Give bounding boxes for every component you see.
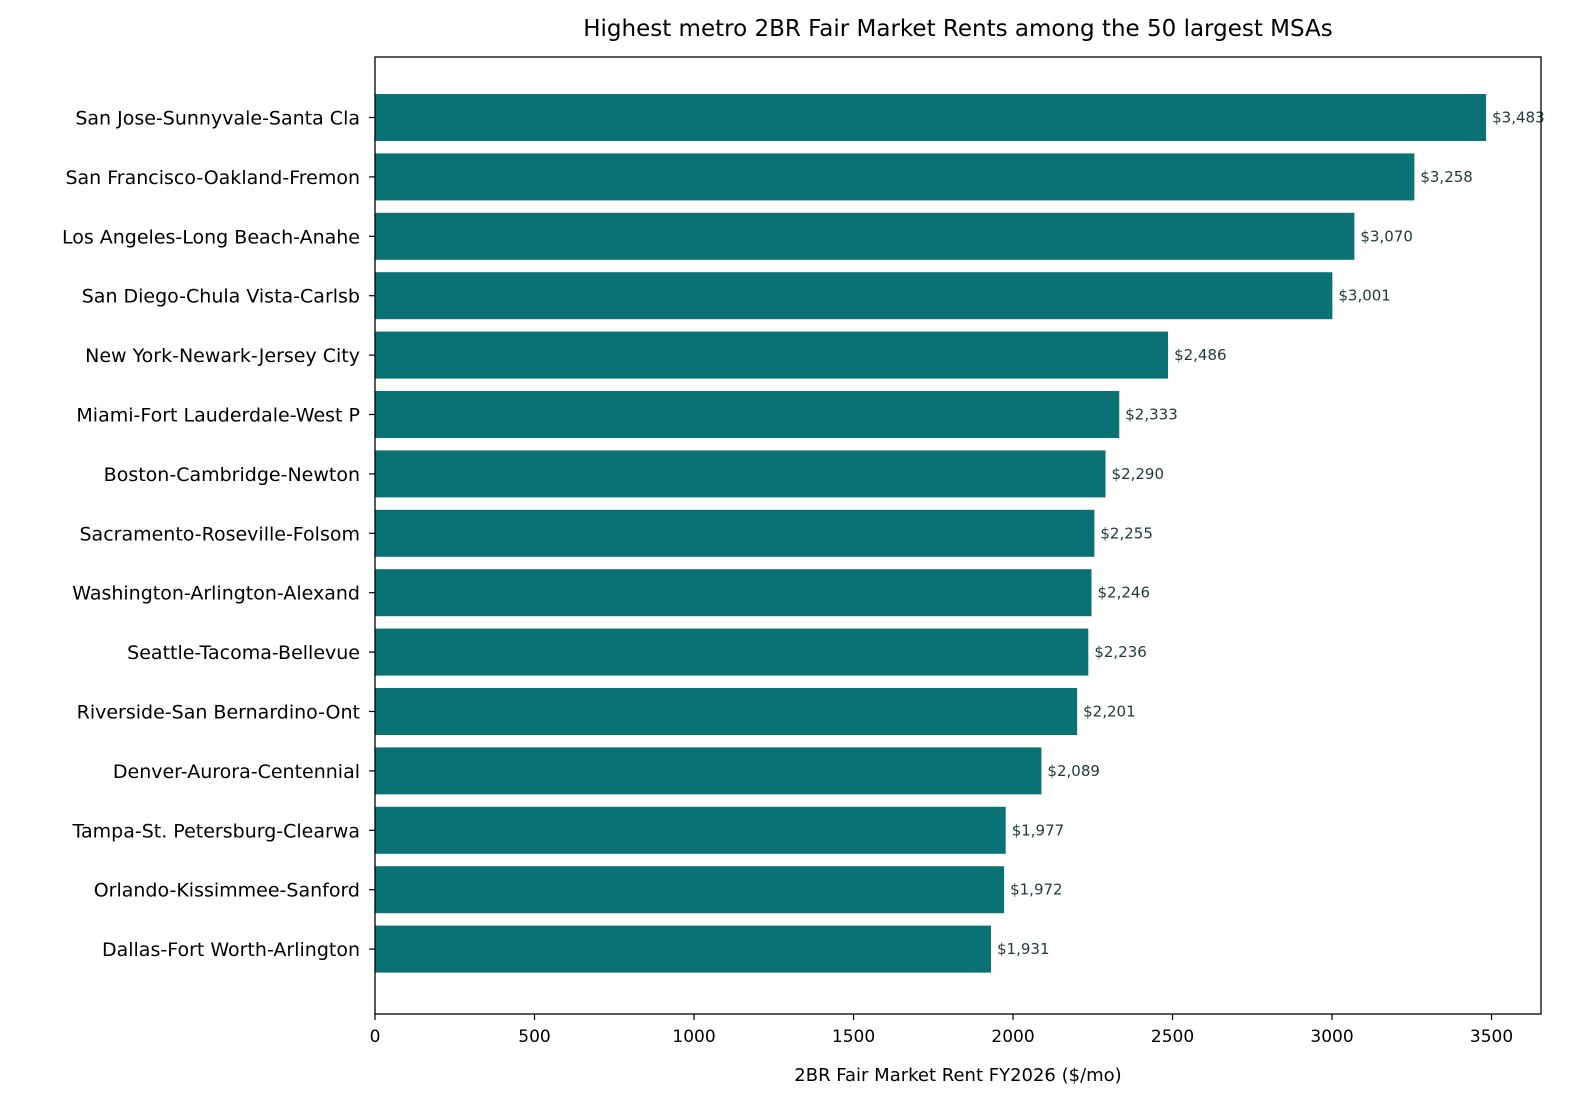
data-label: $1,931 (997, 940, 1050, 958)
bar (375, 747, 1042, 795)
y-tick-label: Boston-Cambridge-Newton (104, 464, 360, 486)
bar (375, 272, 1333, 320)
bar (375, 688, 1078, 735)
data-label: $2,486 (1174, 346, 1227, 364)
bar (375, 153, 1415, 201)
x-tick-label: 3500 (1470, 1027, 1513, 1047)
y-tick-label: San Jose-Sunnyvale-Santa Cla (75, 108, 360, 130)
x-tick-label: 2000 (991, 1027, 1034, 1047)
bar (375, 866, 1005, 914)
x-tick-label: 0 (370, 1027, 381, 1047)
plot-frame (374, 56, 1542, 1015)
data-label: $2,236 (1094, 643, 1147, 661)
y-tick-label: Sacramento-Roseville-Folsom (79, 523, 360, 545)
data-label: $1,977 (1012, 821, 1065, 839)
y-tick-label: San Francisco-Oakland-Fremon (65, 167, 360, 189)
bar (375, 628, 1089, 676)
y-tick-label: Washington-Arlington-Alexand (72, 583, 360, 605)
y-tick-label: Dallas-Fort Worth-Arlington (102, 939, 360, 961)
chart-title: Highest metro 2BR Fair Market Rents amon… (583, 16, 1333, 42)
y-tick-label: Denver-Aurora-Centennial (113, 761, 360, 783)
data-label: $2,089 (1047, 762, 1100, 780)
x-tick-label: 1000 (672, 1027, 715, 1047)
y-axis-ticks: San Jose-Sunnyvale-Santa Cla San Francisc… (62, 108, 375, 961)
y-tick-label: Miami-Fort Lauderdale-West P (76, 405, 360, 427)
x-tick-label: 1500 (832, 1027, 875, 1047)
bar (375, 450, 1106, 498)
bar (375, 925, 992, 973)
data-label: $2,290 (1112, 465, 1165, 483)
data-label: $3,001 (1338, 287, 1391, 305)
bar (375, 509, 1095, 557)
data-label: $2,333 (1125, 406, 1178, 424)
bar (375, 569, 1092, 617)
y-tick-label: San Diego-Chula Vista-Carlsb (82, 286, 360, 308)
data-label: $3,483 (1492, 109, 1545, 127)
data-label: $2,255 (1100, 524, 1153, 542)
x-tick-label: 2500 (1151, 1027, 1194, 1047)
data-label: $3,070 (1360, 227, 1413, 245)
bar (375, 94, 1487, 141)
x-axis-label: 2BR Fair Market Rent FY2026 ($/mo) (794, 1065, 1121, 1086)
data-label: $3,258 (1420, 168, 1473, 186)
data-label: $2,201 (1083, 703, 1136, 721)
data-label: $2,246 (1098, 584, 1151, 602)
bar (375, 391, 1120, 438)
bars-group: $3,483 $3,258 $3,070 $3,001 $2,486 $2,333 $2,2… (375, 94, 1545, 973)
y-tick-label: Seattle-Tacoma-Bellevue (127, 642, 360, 664)
x-tick-label: 3000 (1310, 1027, 1353, 1047)
y-tick-label: New York-Newark-Jersey City (85, 345, 360, 367)
y-tick-label: Tampa-St. Petersburg-Clearwa (72, 820, 360, 842)
bar (375, 212, 1355, 260)
bar (375, 806, 1006, 854)
x-tick-label: 500 (518, 1027, 550, 1047)
data-label: $1,972 (1010, 881, 1063, 899)
y-tick-label: Los Angeles-Long Beach-Anahe (62, 226, 360, 248)
x-axis-ticks: 0 500 1000 1500 2000 2500 3000 3500 (370, 1014, 1513, 1047)
bar (375, 331, 1169, 379)
y-tick-label: Orlando-Kissimmee-Sanford (94, 880, 360, 902)
y-tick-label: Riverside-San Bernardino-Ont (77, 702, 360, 724)
